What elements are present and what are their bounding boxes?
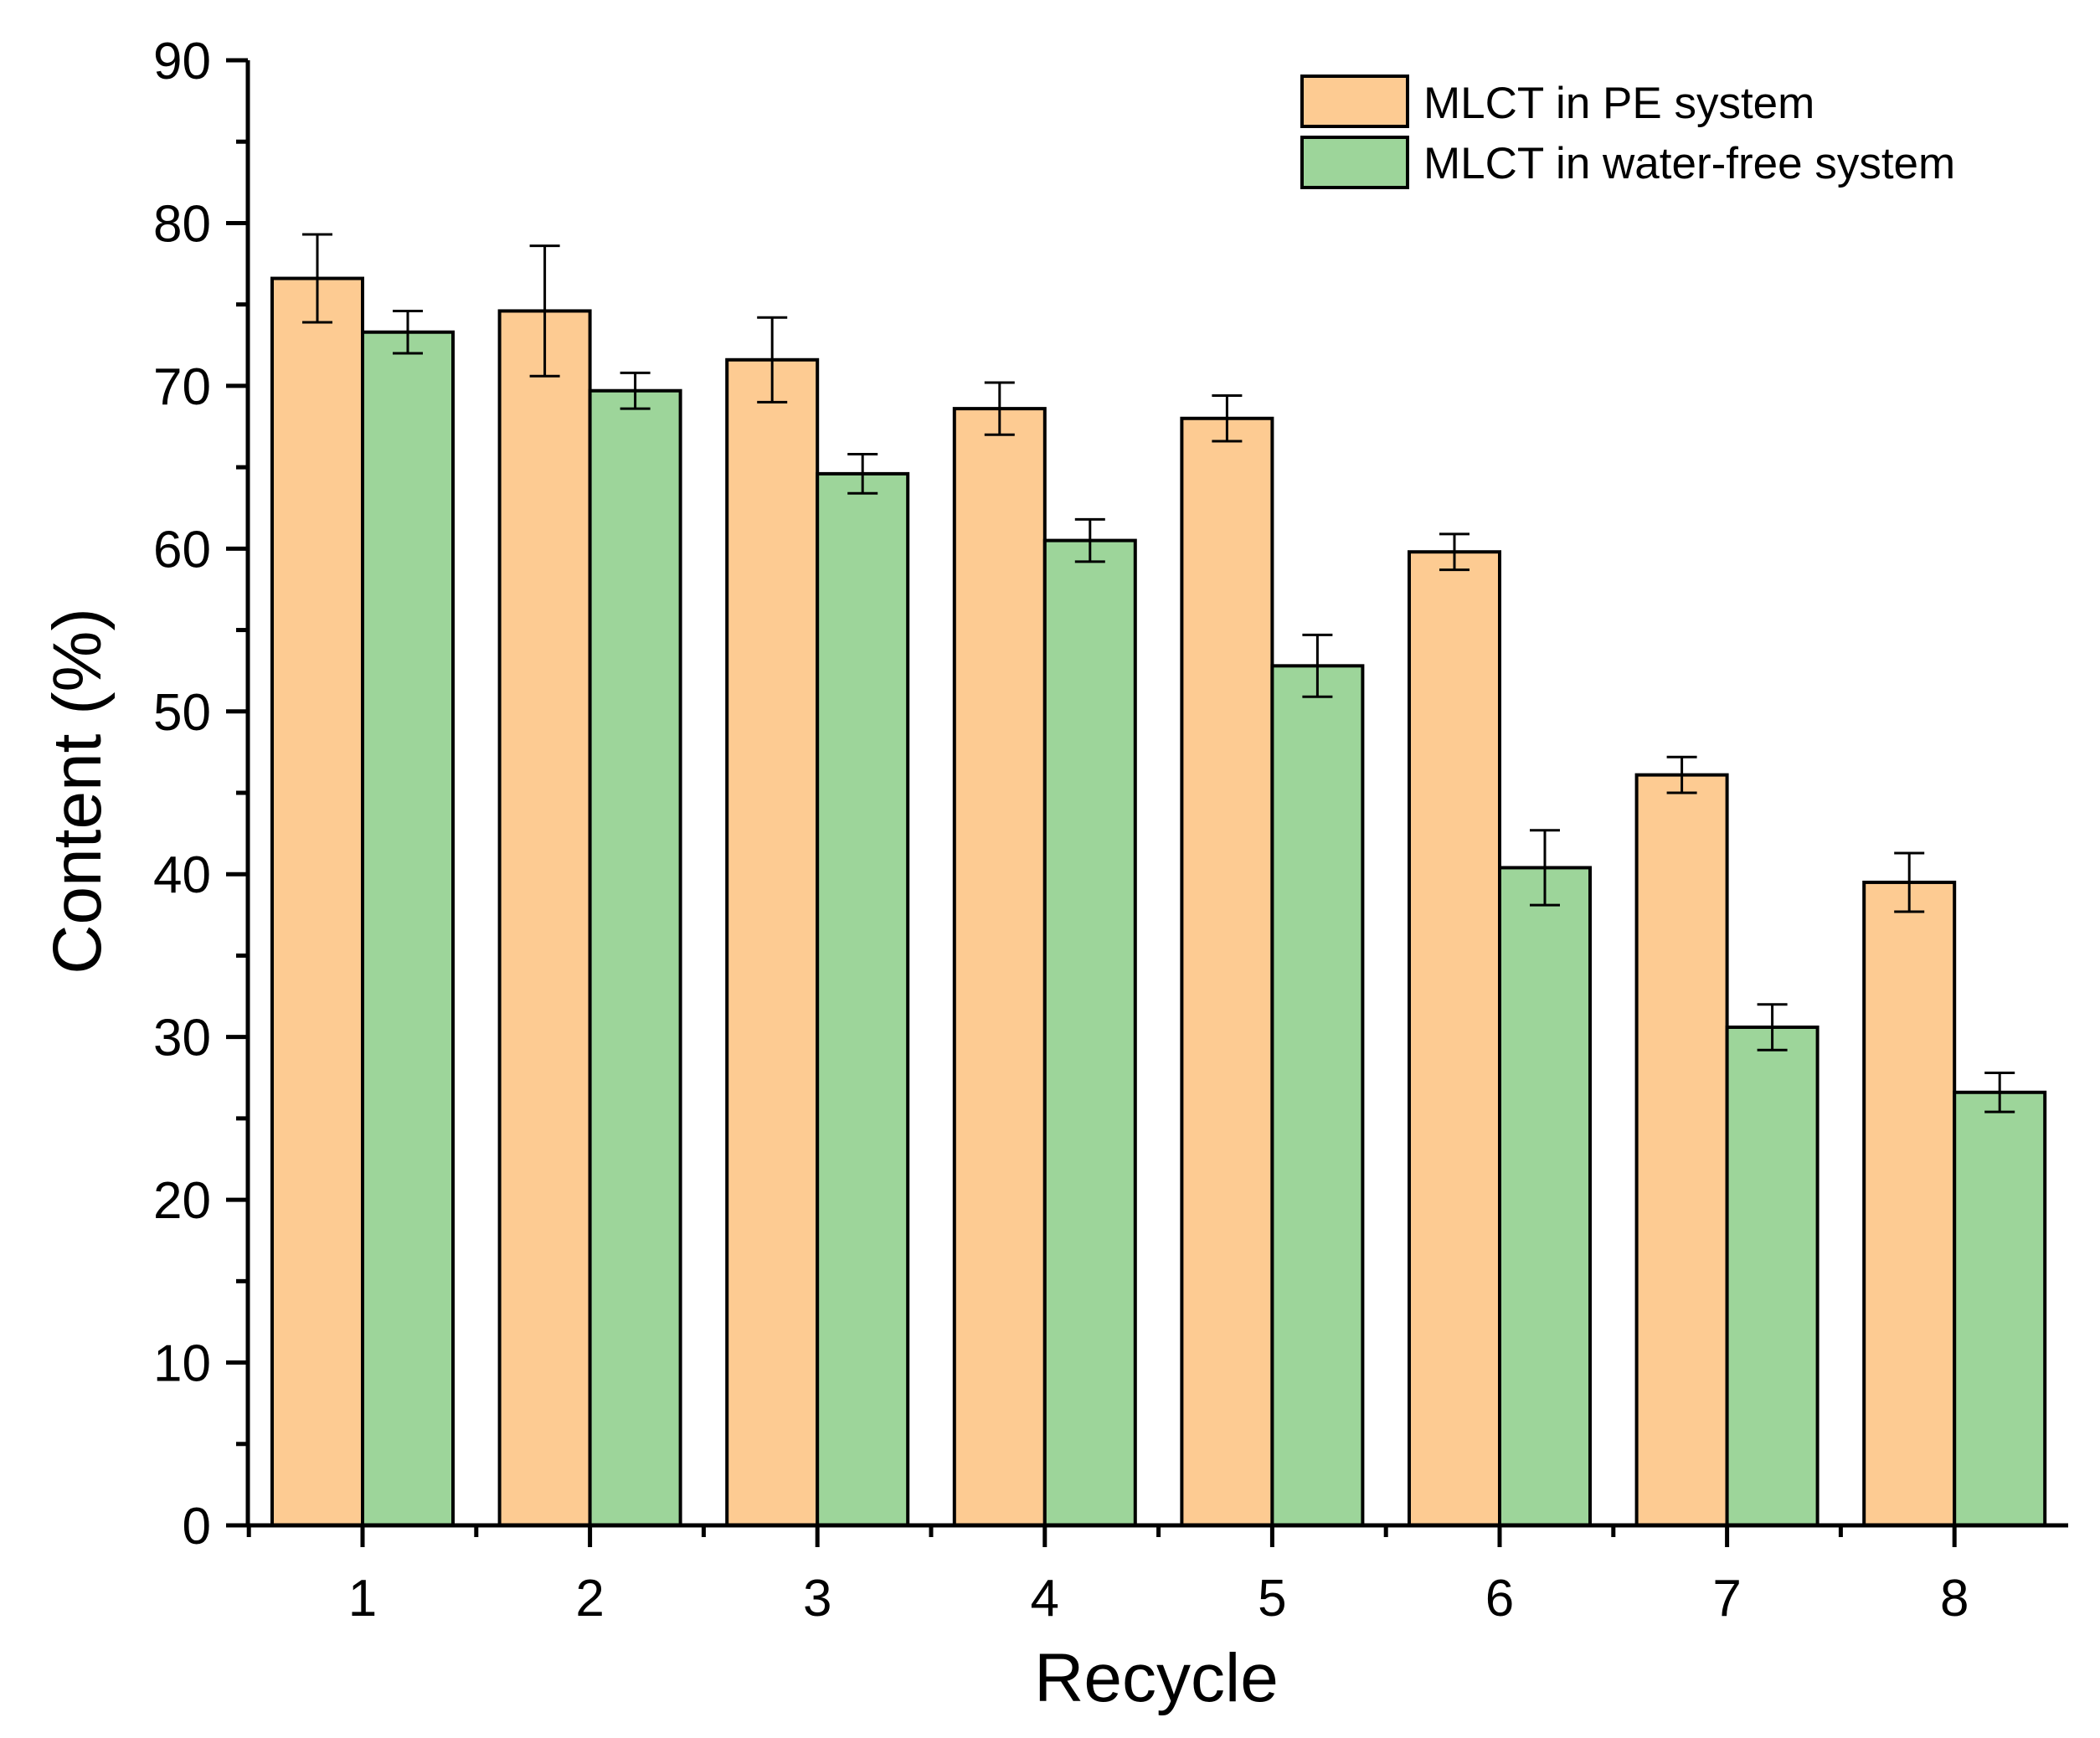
bar-s2-c4: [1042, 538, 1137, 1527]
y-tick-label: 40: [153, 846, 211, 904]
x-tick-label: 2: [575, 1570, 604, 1627]
error-bar-s2-c8: [1984, 1071, 2015, 1113]
legend-swatch-water-free: [1300, 136, 1409, 189]
x-tick-label: 5: [1258, 1570, 1286, 1627]
error-bar-s2-c7: [1757, 1003, 1788, 1052]
x-tick-label: 1: [348, 1570, 377, 1627]
error-bar-s2-c4: [1074, 517, 1105, 563]
error-bar-s1-c3: [757, 316, 788, 404]
error-bar-s2-c2: [620, 371, 651, 410]
x-tick-label: 3: [803, 1570, 831, 1627]
error-bar-s2-c3: [847, 453, 878, 495]
error-bar-s1-c6: [1439, 532, 1469, 572]
x-tick-label: 8: [1940, 1570, 1969, 1627]
x-tick-label: 4: [1031, 1570, 1059, 1627]
bar-s1-c1: [270, 276, 364, 1527]
bar-s1-c2: [497, 309, 592, 1527]
error-bar-s2-c1: [393, 309, 423, 355]
bars-layer: [270, 276, 2047, 1528]
error-bar-s1-c5: [1212, 394, 1243, 443]
x-tick-label: 6: [1485, 1570, 1514, 1627]
bar-s1-c3: [725, 357, 820, 1527]
y-tick-label: 80: [153, 195, 211, 253]
error-bar-s2-c5: [1302, 633, 1333, 698]
x-ticks-layer: 1 2 3 4 5 6 7 8: [246, 1525, 1969, 1627]
bar-s2-c6: [1498, 866, 1592, 1527]
legend-label-pe: MLCT in PE system: [1423, 79, 1814, 128]
bar-s1-c8: [1862, 880, 1957, 1527]
error-bar-s1-c1: [302, 233, 332, 324]
legend-label-water-free: MLCT in water-free system: [1423, 139, 1955, 188]
bar-s2-c7: [1725, 1026, 1819, 1527]
bar-s1-c6: [1408, 550, 1501, 1528]
x-axis-title: Recycle: [1034, 1640, 1279, 1716]
error-bar-s1-c4: [984, 381, 1015, 436]
y-axis-title: Content (%): [39, 608, 116, 974]
error-bars-layer: [302, 233, 2015, 1113]
bar-s2-c2: [588, 388, 682, 1528]
y-ticks-layer: 0 10 20 30 40 50 60 70 80 90: [153, 33, 248, 1555]
y-tick-label: 90: [153, 33, 211, 90]
bar-s2-c1: [361, 330, 455, 1528]
bar-s2-c5: [1270, 664, 1365, 1527]
y-tick-label: 30: [153, 1010, 211, 1067]
error-bar-s2-c6: [1530, 829, 1560, 907]
y-tick-label: 10: [153, 1335, 211, 1393]
y-tick-label: 20: [153, 1172, 211, 1230]
error-bar-s1-c8: [1894, 851, 1925, 913]
y-tick-label: 50: [153, 684, 211, 742]
x-tick-label: 7: [1712, 1570, 1741, 1627]
error-bar-s1-c2: [529, 244, 560, 378]
legend-swatch-pe: [1300, 75, 1409, 128]
bar-s1-c7: [1634, 773, 1729, 1527]
error-bar-s1-c7: [1666, 755, 1697, 794]
y-tick-label: 0: [183, 1498, 211, 1555]
legend: MLCT in PE system MLCT in water-free sys…: [1300, 75, 1955, 189]
y-tick-label: 70: [153, 358, 211, 416]
bar-s2-c3: [816, 471, 910, 1527]
bar-s2-c8: [1953, 1090, 2047, 1528]
bar-s1-c5: [1180, 416, 1274, 1527]
y-tick-label: 60: [153, 521, 211, 578]
bar-s1-c4: [952, 407, 1047, 1528]
